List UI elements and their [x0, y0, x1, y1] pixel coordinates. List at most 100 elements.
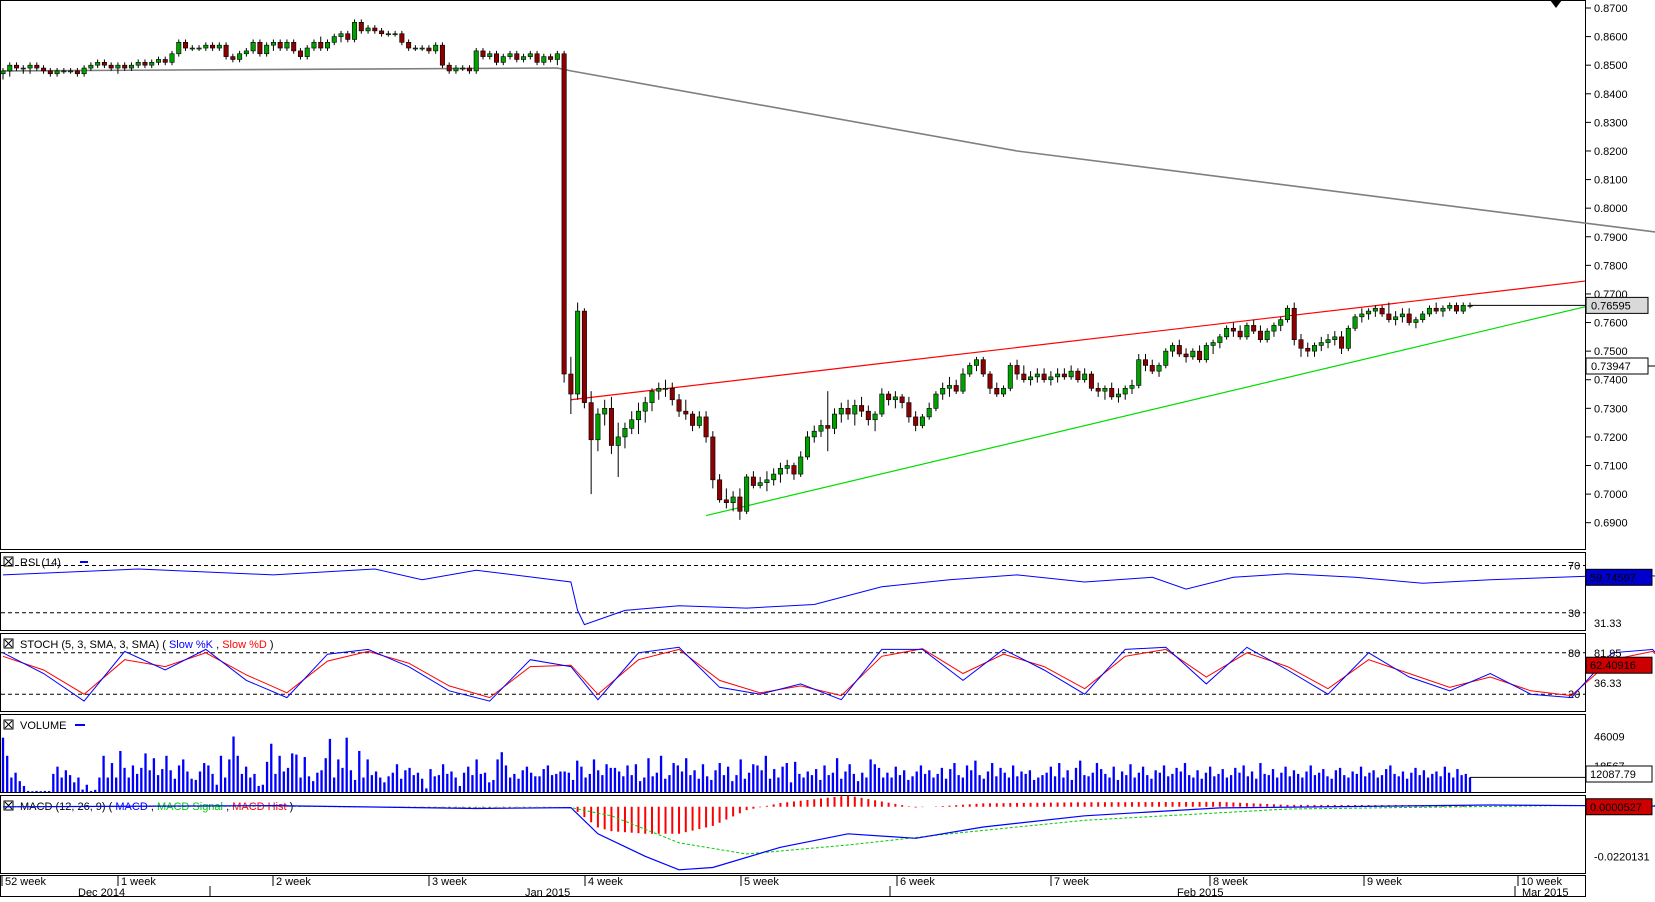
volume-bar — [744, 779, 746, 792]
candle-body — [1170, 345, 1174, 351]
candle-body — [62, 71, 66, 72]
volume-bar — [522, 770, 524, 792]
candle-body — [548, 57, 552, 60]
volume-bar — [65, 770, 67, 792]
candle-body — [1380, 308, 1384, 314]
volume-bar — [723, 775, 725, 792]
candle-body — [1082, 374, 1086, 380]
volume-bar — [111, 763, 113, 792]
candle-body — [886, 394, 890, 400]
rsi-close-icon[interactable] — [4, 557, 13, 566]
month-label: Jan 2015 — [525, 887, 570, 897]
volume-close-icon[interactable] — [4, 720, 13, 729]
candle-body — [1211, 343, 1215, 346]
candle-body — [542, 57, 546, 63]
volume-bar — [689, 775, 691, 792]
volume-bar — [1469, 777, 1471, 792]
volume-bar — [387, 776, 389, 792]
candle-body — [893, 397, 897, 400]
volume-bar — [714, 770, 716, 792]
candle — [562, 51, 566, 383]
candle-body — [805, 437, 809, 457]
volume-bar — [278, 756, 280, 792]
volume-bar — [61, 778, 63, 792]
volume-bar — [258, 786, 260, 792]
volume-bar — [1087, 776, 1089, 792]
volume-bar — [1310, 765, 1312, 792]
candle-body — [920, 417, 924, 426]
candle-body — [555, 54, 559, 60]
week-label: 1 week — [121, 876, 156, 888]
volume-bar — [153, 758, 155, 792]
volume-bar — [1368, 773, 1370, 792]
stoch-k-legend: Slow %K — [169, 639, 214, 651]
candle — [1346, 325, 1350, 351]
stoch-min-label: 36.33 — [1594, 678, 1622, 690]
volume-bar — [471, 775, 473, 792]
candle-body — [1461, 305, 1465, 311]
candle-body — [102, 62, 106, 65]
candle-body — [954, 385, 958, 391]
volume-bar — [1305, 771, 1307, 792]
candle-body — [346, 34, 350, 40]
volume-bar — [450, 771, 452, 792]
candle-body — [82, 68, 86, 74]
volume-bar — [203, 763, 205, 792]
volume-bar — [865, 778, 867, 792]
rsi-current-value: 59.74597 — [1590, 572, 1636, 584]
volume-bar — [610, 768, 612, 792]
volume-bar — [631, 775, 633, 792]
candle-body — [95, 62, 99, 65]
stoch-close-icon[interactable] — [4, 639, 13, 648]
volume-bar — [1343, 775, 1345, 792]
volume-bar — [1331, 779, 1333, 792]
candle-body — [663, 388, 667, 389]
macd-close-icon[interactable] — [4, 801, 13, 810]
candle-body — [1448, 305, 1452, 308]
volume-bar — [618, 771, 620, 792]
volume-legend-swatch — [75, 724, 85, 726]
volume-bar — [35, 791, 37, 792]
candle-body — [75, 71, 79, 74]
volume-bar — [274, 774, 276, 792]
candle-body — [988, 374, 992, 388]
candle-body — [1103, 388, 1107, 391]
volume-bar — [475, 759, 477, 792]
volume-bar — [1226, 778, 1228, 792]
price-tick-label: 0.7200 — [1594, 432, 1628, 444]
current-price-label: 0.76595 — [1591, 300, 1631, 312]
candle-body — [616, 437, 620, 446]
candle-body — [839, 408, 843, 414]
volume-bar — [1075, 768, 1077, 792]
volume-bar — [844, 771, 846, 792]
volume-bar — [23, 786, 25, 792]
candle-body — [1366, 311, 1370, 314]
price-tick-label: 0.8700 — [1594, 3, 1628, 15]
candle-body — [1387, 314, 1391, 320]
candle-body — [210, 45, 214, 48]
volume-bar — [957, 775, 959, 792]
candle-body — [1393, 317, 1397, 320]
week-label: 4 week — [588, 876, 623, 888]
volume-bar — [928, 770, 930, 792]
volume-bar — [769, 779, 771, 792]
candle-body — [968, 365, 972, 374]
volume-bar — [828, 775, 830, 792]
candle-body — [1414, 320, 1418, 323]
candle-body — [1008, 365, 1012, 388]
price-tick-label: 0.8200 — [1594, 146, 1628, 158]
candle-body — [150, 62, 154, 65]
candle-body — [832, 414, 836, 428]
volume-bar — [1041, 775, 1043, 792]
volume-bar — [517, 779, 519, 792]
candle-body — [319, 42, 323, 48]
volume-bar — [1440, 776, 1442, 792]
volume-bar — [802, 778, 804, 792]
candle-body — [623, 428, 627, 437]
candle-body — [352, 22, 356, 39]
volume-bar — [207, 765, 209, 792]
candle-body — [1055, 374, 1059, 377]
volume-bar — [987, 771, 989, 792]
volume-bar — [1222, 769, 1224, 792]
candle-body — [393, 34, 397, 35]
